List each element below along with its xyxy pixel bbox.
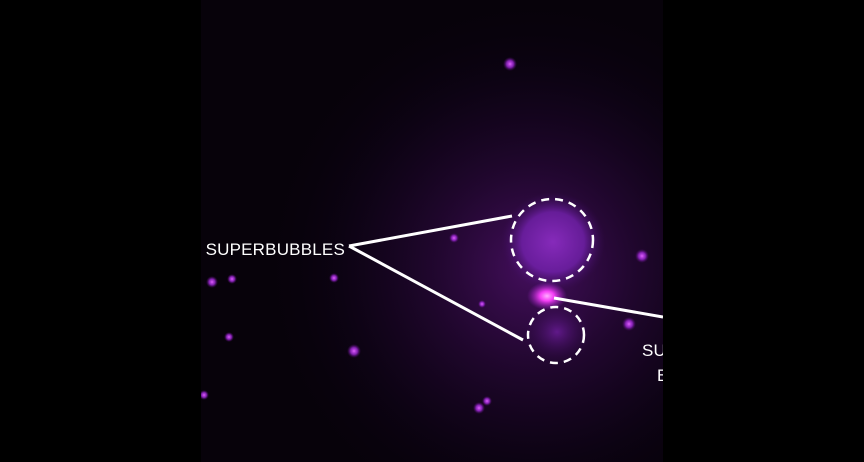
point-sources <box>201 57 649 414</box>
bright-core <box>527 282 567 310</box>
superbubbles-label: SUPERBUBBLES <box>201 240 345 260</box>
point-source <box>473 402 485 414</box>
point-source <box>478 300 486 308</box>
point-source <box>227 274 237 284</box>
point-source <box>622 317 636 331</box>
point-source <box>503 57 517 71</box>
point-source <box>635 249 649 263</box>
left-letterbox <box>0 0 201 462</box>
pointer-line-lower <box>348 244 524 342</box>
superbubbles-label-text: SUPERBUBBLES <box>205 240 345 259</box>
upper-superbubble-outline <box>509 197 595 283</box>
right-letterbox <box>663 0 864 462</box>
point-source <box>449 233 459 243</box>
xray-scene <box>201 0 663 462</box>
point-source <box>482 396 492 406</box>
right-label-line1: SU <box>642 341 663 360</box>
point-source <box>347 344 361 358</box>
xray-image: SUPERBUBBLES <box>201 0 663 462</box>
pointer-line-right <box>553 296 663 319</box>
right-label: SU B <box>642 341 663 386</box>
point-source <box>329 273 339 283</box>
point-source <box>201 390 209 400</box>
pointer-line-upper <box>348 214 513 248</box>
right-label-line2: B <box>657 366 663 385</box>
lower-superbubble-outline <box>526 305 586 365</box>
point-source <box>224 332 234 342</box>
upper-superbubble-glow <box>501 192 605 292</box>
point-source <box>206 276 218 288</box>
lower-superbubble-glow <box>521 300 593 364</box>
annotations <box>348 197 663 365</box>
